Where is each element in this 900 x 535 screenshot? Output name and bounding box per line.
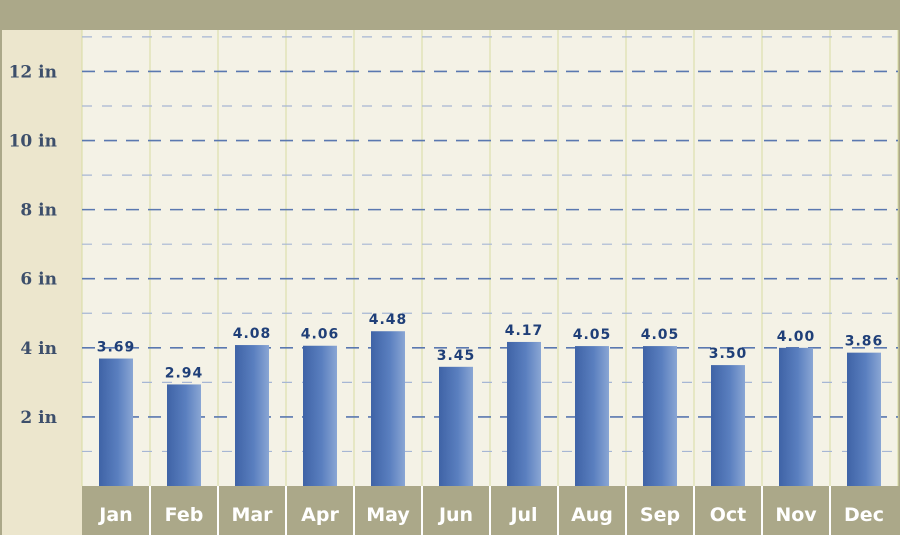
y-tick-label: 4 in (20, 339, 57, 359)
x-tick-label-jun: Jun (437, 504, 473, 526)
y-axis: 2 in 4 in 6 in 8 in 10 in 12 in (9, 62, 57, 427)
data-labels: 3.69 2.94 4.08 4.06 4.48 3.45 4.17 4.05 4.05 3.50… (97, 312, 884, 381)
x-tick-label-aug: Aug (571, 504, 613, 526)
data-label-jul: 4.17 (505, 323, 544, 339)
x-tick-label-jan: Jan (97, 504, 132, 526)
data-label-aug: 4.05 (573, 327, 612, 343)
bars (99, 331, 881, 486)
x-tick-label-dec: Dec (844, 504, 884, 526)
bar-may (371, 331, 405, 486)
bar-mar (235, 345, 269, 486)
data-label-feb: 2.94 (165, 365, 204, 381)
bar-apr (303, 345, 337, 486)
x-axis: Jan Feb Mar Apr May Jun Jul Aug Sep Oct Nov Dec (97, 486, 884, 535)
x-tick-label-apr: Apr (301, 504, 339, 526)
data-label-sep: 4.05 (641, 327, 680, 343)
y-tick-label: 8 in (20, 201, 57, 221)
data-label-dec: 3.86 (845, 334, 884, 350)
x-tick-label-feb: Feb (165, 504, 204, 526)
bar-sep (643, 346, 677, 486)
bar-jan (99, 358, 133, 486)
x-tick-label-mar: Mar (231, 504, 273, 526)
x-tick-label-jul: Jul (508, 504, 537, 526)
bar-oct (711, 365, 745, 486)
x-tick-label-oct: Oct (710, 504, 747, 526)
data-label-apr: 4.06 (301, 327, 340, 343)
bar-nov (779, 347, 813, 486)
bar-feb (167, 384, 201, 486)
y-tick-label: 12 in (9, 62, 57, 82)
data-label-oct: 3.50 (709, 346, 748, 362)
bar-jun (439, 366, 473, 486)
data-label-jun: 3.45 (437, 348, 476, 364)
data-label-jan: 3.69 (97, 340, 136, 356)
bar-dec (847, 352, 881, 486)
y-axis-panel (2, 30, 82, 535)
grid-lines (81, 30, 899, 486)
x-tick-label-may: May (366, 504, 410, 526)
bar-jul (507, 341, 541, 486)
y-tick-label: 6 in (20, 270, 57, 290)
x-tick-label-nov: Nov (775, 504, 817, 526)
y-tick-label: 2 in (20, 408, 57, 428)
x-tick-label-sep: Sep (640, 504, 680, 526)
data-label-nov: 4.00 (777, 329, 816, 345)
bar-aug (575, 346, 609, 486)
y-tick-label: 10 in (9, 132, 57, 152)
data-label-mar: 4.08 (233, 326, 272, 342)
data-label-may: 4.48 (369, 312, 408, 328)
